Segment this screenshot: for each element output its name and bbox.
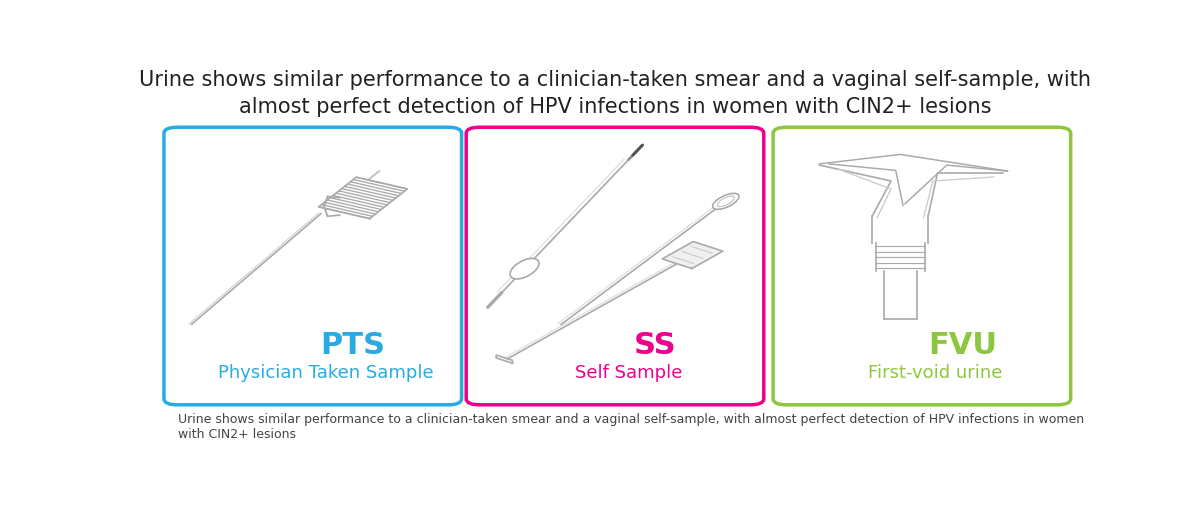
Text: First-void urine: First-void urine: [868, 364, 1002, 382]
FancyBboxPatch shape: [466, 127, 763, 405]
Text: FVU: FVU: [928, 331, 997, 360]
Text: Urine shows similar performance to a clinician-taken smear and a vaginal self-sa: Urine shows similar performance to a cli…: [139, 70, 1091, 90]
FancyBboxPatch shape: [773, 127, 1070, 405]
Ellipse shape: [510, 259, 539, 279]
Ellipse shape: [713, 193, 739, 210]
Text: PTS: PTS: [320, 331, 385, 360]
Text: Physician Taken Sample: Physician Taken Sample: [218, 364, 434, 382]
Text: SS: SS: [634, 331, 677, 360]
FancyBboxPatch shape: [164, 127, 462, 405]
Text: Self Sample: Self Sample: [575, 364, 682, 382]
Text: Urine shows similar performance to a clinician-taken smear and a vaginal self-sa: Urine shows similar performance to a cli…: [178, 413, 1084, 441]
Polygon shape: [662, 242, 722, 268]
Text: almost perfect detection of HPV infections in women with CIN2+ lesions: almost perfect detection of HPV infectio…: [239, 97, 991, 117]
